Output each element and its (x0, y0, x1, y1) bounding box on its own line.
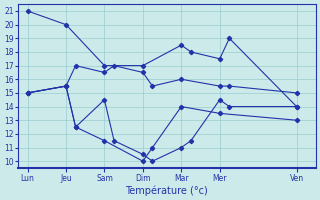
X-axis label: Température (°c): Température (°c) (125, 185, 208, 196)
